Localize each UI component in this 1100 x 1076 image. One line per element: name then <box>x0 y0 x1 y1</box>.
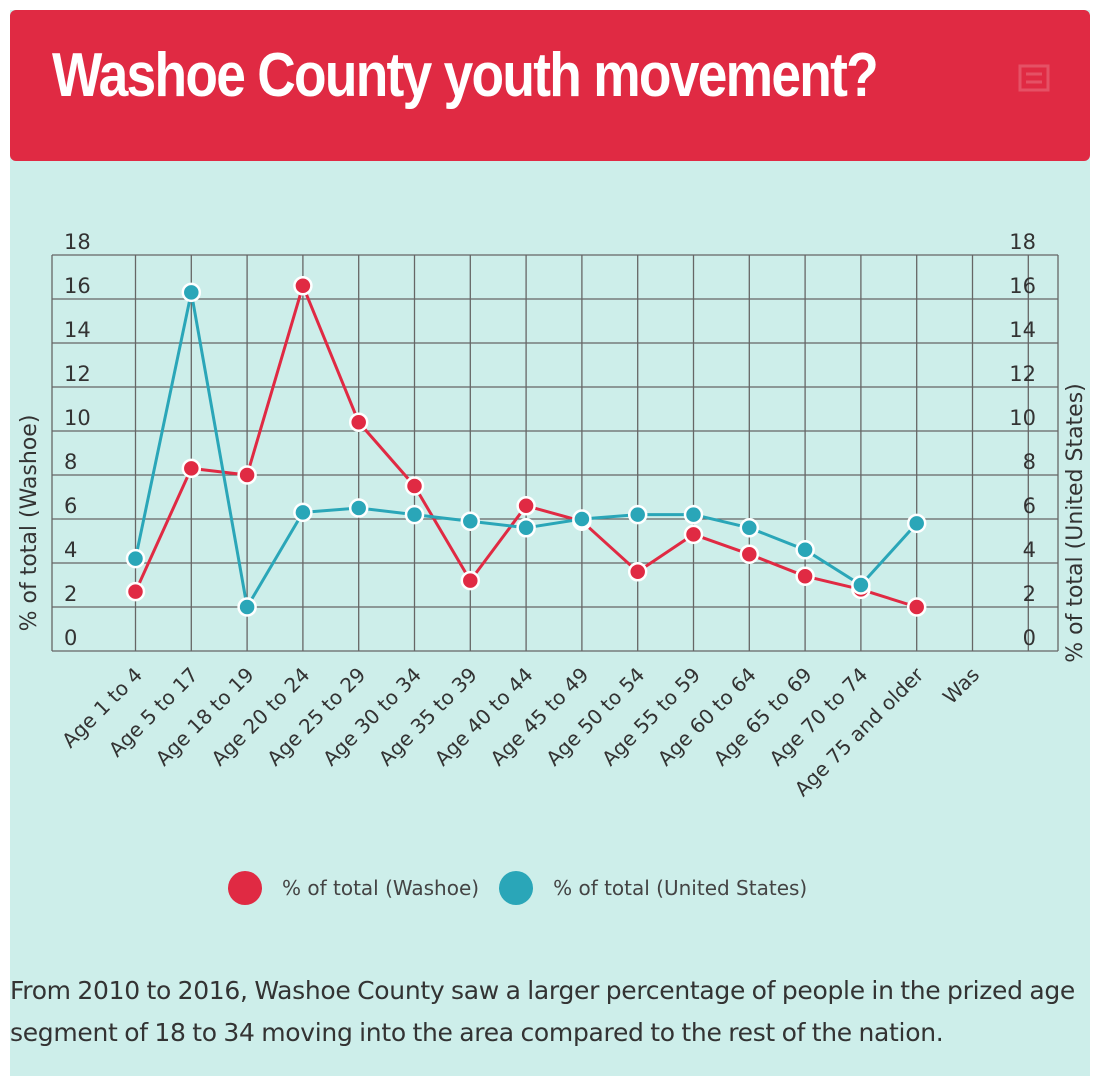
data-point-us[interactable] <box>237 597 257 617</box>
legend-label-us: % of total (United States) <box>553 876 808 900</box>
y-axis-right: 0 2 4 6 8 10 12 14 16 18 <box>1009 230 1036 650</box>
data-point-us[interactable] <box>125 548 146 569</box>
y-tick-label-left: 4 <box>64 538 77 562</box>
y-tick-label-right: 2 <box>1023 582 1036 606</box>
data-point-washoe[interactable] <box>237 465 257 485</box>
data-point-washoe[interactable] <box>404 476 425 496</box>
data-point-us[interactable] <box>627 504 648 525</box>
data-point-washoe[interactable] <box>460 570 481 591</box>
data-point-washoe[interactable] <box>125 581 146 602</box>
y-tick-label-left: 14 <box>64 318 91 342</box>
y-tick-label-right: 18 <box>1009 230 1036 254</box>
data-point-washoe[interactable] <box>627 562 648 582</box>
data-point-us[interactable] <box>348 498 369 518</box>
legend-marker-us <box>499 871 534 905</box>
data-point-us[interactable] <box>460 511 481 531</box>
data-point-us[interactable] <box>906 513 927 534</box>
y-axis-left-label: % of total (Washoe) <box>17 415 42 632</box>
chart-series <box>125 276 927 617</box>
data-point-washoe[interactable] <box>293 276 313 296</box>
data-point-us[interactable] <box>572 509 592 529</box>
y-axis-left: 0 2 4 6 8 10 12 14 16 18 <box>64 230 91 650</box>
legend-item-washoe[interactable]: % of total (Washoe) <box>228 871 479 905</box>
y-tick-label-left: 6 <box>64 494 77 518</box>
data-point-washoe[interactable] <box>181 458 202 479</box>
menu-icon[interactable] <box>1016 60 1052 96</box>
y-tick-label-right: 12 <box>1009 362 1036 386</box>
data-point-us[interactable] <box>181 282 202 303</box>
y-tick-label-left: 10 <box>64 406 91 430</box>
page-title: Washoe County youth movement? <box>52 41 879 110</box>
y-tick-label-right: 4 <box>1023 538 1036 562</box>
data-point-us[interactable] <box>404 504 425 525</box>
data-point-us[interactable] <box>851 575 871 595</box>
y-tick-label-right: 6 <box>1023 494 1036 518</box>
y-axis-right-label: % of total (United States) <box>1063 383 1088 663</box>
data-point-washoe[interactable] <box>516 496 536 516</box>
y-tick-label-right: 8 <box>1023 450 1036 474</box>
chart-caption: From 2010 to 2016, Washoe County saw a l… <box>10 976 1076 1047</box>
data-point-us[interactable] <box>739 518 760 538</box>
line-chart: 0 2 4 6 8 10 12 14 16 18 0 2 4 6 8 10 12 14 16 18 % of tot… <box>17 230 1088 801</box>
data-point-washoe[interactable] <box>795 566 815 586</box>
title-banner: Washoe County youth movement? <box>10 10 1090 161</box>
y-tick-label-right: 16 <box>1009 274 1036 298</box>
data-point-washoe[interactable] <box>906 597 927 617</box>
y-tick-label-left: 2 <box>64 582 77 606</box>
data-point-us[interactable] <box>683 504 704 525</box>
y-tick-label-right: 10 <box>1009 406 1036 430</box>
y-tick-label-left: 0 <box>64 626 77 650</box>
y-tick-label-left: 18 <box>64 230 91 254</box>
data-point-washoe[interactable] <box>348 412 369 432</box>
x-tick-label: Was <box>938 663 984 709</box>
legend-label-washoe: % of total (Washoe) <box>282 876 480 900</box>
data-point-us[interactable] <box>795 540 815 560</box>
chart-legend: % of total (Washoe) % of total (United S… <box>228 870 827 906</box>
y-tick-label-left: 12 <box>64 362 91 386</box>
data-point-us[interactable] <box>293 502 313 523</box>
y-tick-label-left: 16 <box>64 274 91 298</box>
y-tick-label-right: 0 <box>1023 626 1036 650</box>
legend-item-us[interactable]: % of total (United States) <box>499 871 807 905</box>
y-tick-label-right: 14 <box>1009 318 1036 342</box>
y-tick-label-left: 8 <box>64 450 77 474</box>
legend-marker-washoe <box>228 871 262 905</box>
data-point-washoe[interactable] <box>683 524 704 545</box>
data-point-us[interactable] <box>516 518 536 538</box>
data-point-washoe[interactable] <box>739 544 760 564</box>
chart-panel <box>10 10 1090 1076</box>
chart-grid <box>51 254 1059 652</box>
